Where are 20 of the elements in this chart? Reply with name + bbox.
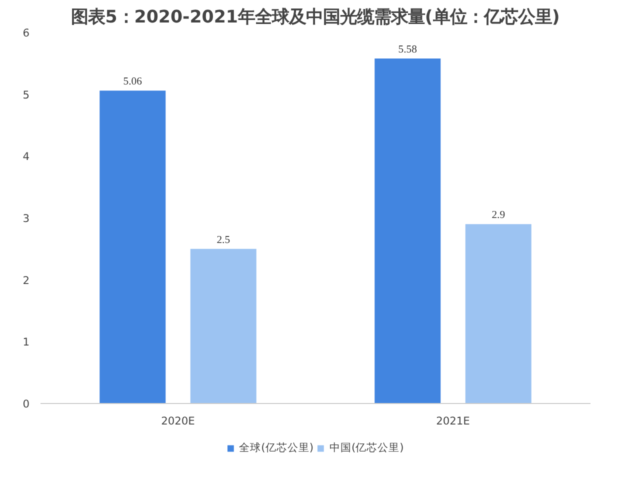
data-label: 2.9 bbox=[492, 210, 506, 222]
data-label: 2.5 bbox=[216, 234, 230, 246]
bar bbox=[190, 248, 256, 404]
data-label: 5.58 bbox=[398, 44, 417, 56]
y-tick-label: 3 bbox=[22, 212, 30, 225]
bar bbox=[465, 224, 532, 404]
legend-label: 中国(亿芯公里) bbox=[330, 441, 404, 455]
x-tick-label: 2021E bbox=[436, 414, 470, 428]
y-tick-label: 0 bbox=[22, 398, 30, 410]
y-tick-label: 1 bbox=[22, 336, 30, 349]
y-tick-label: 4 bbox=[22, 150, 30, 164]
bar bbox=[100, 90, 166, 404]
legend-label: 全球(亿芯公里) bbox=[239, 441, 314, 455]
bar bbox=[374, 58, 441, 404]
x-tick-label: 2020E bbox=[161, 414, 196, 428]
chart-title: 图表5：2020-2021年全球及中国光缆需求量(单位：亿芯公里) bbox=[71, 8, 560, 28]
y-tick-label: 5 bbox=[22, 88, 30, 102]
y-tick-label: 2 bbox=[22, 274, 30, 287]
y-tick-label: 6 bbox=[22, 26, 30, 40]
data-label: 5.06 bbox=[123, 76, 143, 88]
